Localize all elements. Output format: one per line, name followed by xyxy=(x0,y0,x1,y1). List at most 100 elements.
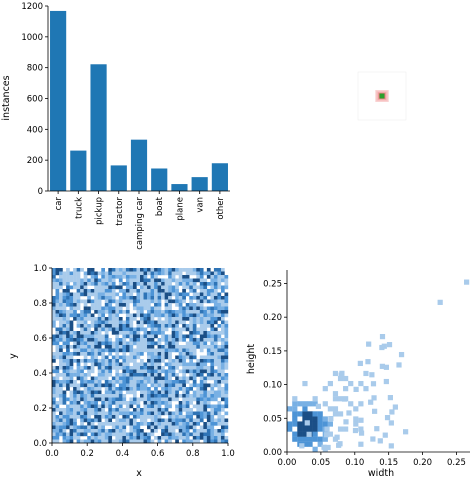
xy-cell xyxy=(147,355,151,360)
xy-cell xyxy=(185,429,190,433)
xy-cell xyxy=(55,327,60,332)
bar-y-tick-label: 200 xyxy=(27,156,43,166)
xy-cell xyxy=(164,310,169,314)
xy-cell xyxy=(199,275,204,279)
xy-cell xyxy=(59,366,63,370)
xy-cell xyxy=(157,338,162,342)
xy-cell xyxy=(154,380,158,384)
xy-cell xyxy=(161,359,165,363)
xy-cell xyxy=(203,436,208,440)
xy-cell xyxy=(189,338,193,342)
xy-cell xyxy=(220,285,225,290)
xy-cell xyxy=(52,436,56,440)
xy-cell xyxy=(210,278,215,283)
xy-cell xyxy=(104,338,109,342)
xy-cell xyxy=(154,394,158,398)
xy-cell xyxy=(94,303,98,307)
wh-cell xyxy=(370,381,377,387)
xy-cell xyxy=(147,439,151,444)
xy-cell xyxy=(59,373,63,377)
xy-cell xyxy=(224,331,229,335)
xy-cell xyxy=(150,334,155,339)
wh-cell xyxy=(302,441,308,447)
xy-cell xyxy=(94,418,98,423)
xy-cell xyxy=(185,380,190,384)
xy-cell xyxy=(104,355,109,360)
xy-cell xyxy=(59,415,63,419)
xy-cell xyxy=(129,380,134,384)
xy-cell xyxy=(147,331,151,335)
bar-x-tick-label: camping car xyxy=(135,196,145,249)
xy-x-tick-label: 0.0 xyxy=(45,449,59,459)
xy-cell xyxy=(55,345,60,349)
xy-cell xyxy=(129,334,134,339)
xy-cell xyxy=(115,292,120,297)
xy-cell xyxy=(76,348,81,353)
xy-cell xyxy=(97,345,102,349)
wh-cell xyxy=(332,396,339,402)
xy-cell xyxy=(175,397,179,402)
xy-cell xyxy=(108,436,113,440)
xy-cell xyxy=(87,352,91,356)
xy-cell xyxy=(90,282,95,286)
xy-cell xyxy=(111,317,116,321)
xy-cell xyxy=(157,359,162,363)
xy-y-tick-label: 0.8 xyxy=(33,299,47,309)
xy-cell xyxy=(224,373,229,377)
xy-cell xyxy=(132,366,137,370)
xy-cell xyxy=(108,310,113,314)
wh-cell xyxy=(353,421,359,427)
xy-cell xyxy=(129,397,134,402)
xy-cell xyxy=(122,334,127,339)
xy-cell xyxy=(154,418,158,423)
xy-cell xyxy=(83,429,88,433)
wh-cell xyxy=(348,380,354,387)
xy-cell xyxy=(210,432,215,437)
xy-cell xyxy=(178,380,183,384)
wh-cell xyxy=(317,416,323,422)
wh-cell xyxy=(388,420,394,426)
xy-cell xyxy=(203,439,208,444)
xy-cell xyxy=(220,327,225,332)
wh-cell xyxy=(322,436,328,442)
xy-cell xyxy=(196,436,201,440)
xy-cell xyxy=(69,418,74,423)
xy-cell xyxy=(66,411,70,416)
xy-cell xyxy=(136,415,141,419)
xy-cell xyxy=(210,359,215,363)
xy-cell xyxy=(210,439,215,444)
xy-cell xyxy=(62,296,67,300)
xy-cell xyxy=(171,327,176,332)
xy-cell xyxy=(136,404,141,409)
xy-cell xyxy=(108,338,113,342)
xy-cell xyxy=(196,303,201,307)
xy-cell xyxy=(83,306,88,311)
xy-cell xyxy=(87,271,91,276)
xy-cell xyxy=(87,408,91,412)
xy-cell xyxy=(76,306,81,311)
xy-cell xyxy=(143,292,148,297)
xy-cell xyxy=(97,394,102,398)
xy-cell xyxy=(125,415,130,419)
wh-cell xyxy=(327,421,333,427)
wh-cell xyxy=(388,443,394,449)
xy-cell xyxy=(161,390,165,395)
xy-cell xyxy=(94,404,98,409)
xy-cell xyxy=(52,404,56,409)
xy-cell xyxy=(161,397,165,402)
xy-cell xyxy=(129,404,134,409)
xy-cell xyxy=(115,317,120,321)
xy-cell xyxy=(210,341,215,346)
xy-cell xyxy=(111,415,116,419)
xy-cell xyxy=(59,275,63,279)
xy-cell xyxy=(129,422,134,426)
xy-cell xyxy=(62,292,67,297)
xy-cell xyxy=(192,348,197,353)
xy-cell xyxy=(206,289,211,293)
xy-cell xyxy=(66,422,70,426)
xy-cell xyxy=(132,411,137,416)
xy-cell xyxy=(111,401,116,405)
xy-cell xyxy=(140,394,144,398)
xy-cell xyxy=(101,401,105,405)
wh-cell xyxy=(322,401,328,407)
